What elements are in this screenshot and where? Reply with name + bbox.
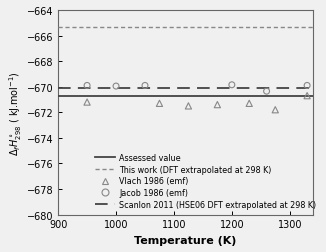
Point [273, 108, 278, 112]
Point [113, 85, 119, 89]
Point [186, 105, 191, 109]
Point [142, 84, 148, 88]
Point [304, 84, 310, 88]
Point [215, 103, 220, 107]
Point [84, 84, 90, 88]
X-axis label: Temperature (K): Temperature (K) [134, 235, 237, 245]
Point [157, 102, 162, 106]
Y-axis label: $\Delta_f H^\circ_{298}$ ( kJ.mol$^{-1}$): $\Delta_f H^\circ_{298}$ ( kJ.mol$^{-1}$… [7, 71, 24, 155]
Legend: Assessed value, This work (DFT extrapolated at 298 K), Vlach 1986 (emf), Jacob 1: Assessed value, This work (DFT extrapola… [94, 151, 318, 211]
Point [84, 101, 90, 105]
Point [229, 83, 234, 87]
Point [264, 90, 269, 94]
Point [246, 102, 252, 106]
Point [304, 94, 310, 98]
